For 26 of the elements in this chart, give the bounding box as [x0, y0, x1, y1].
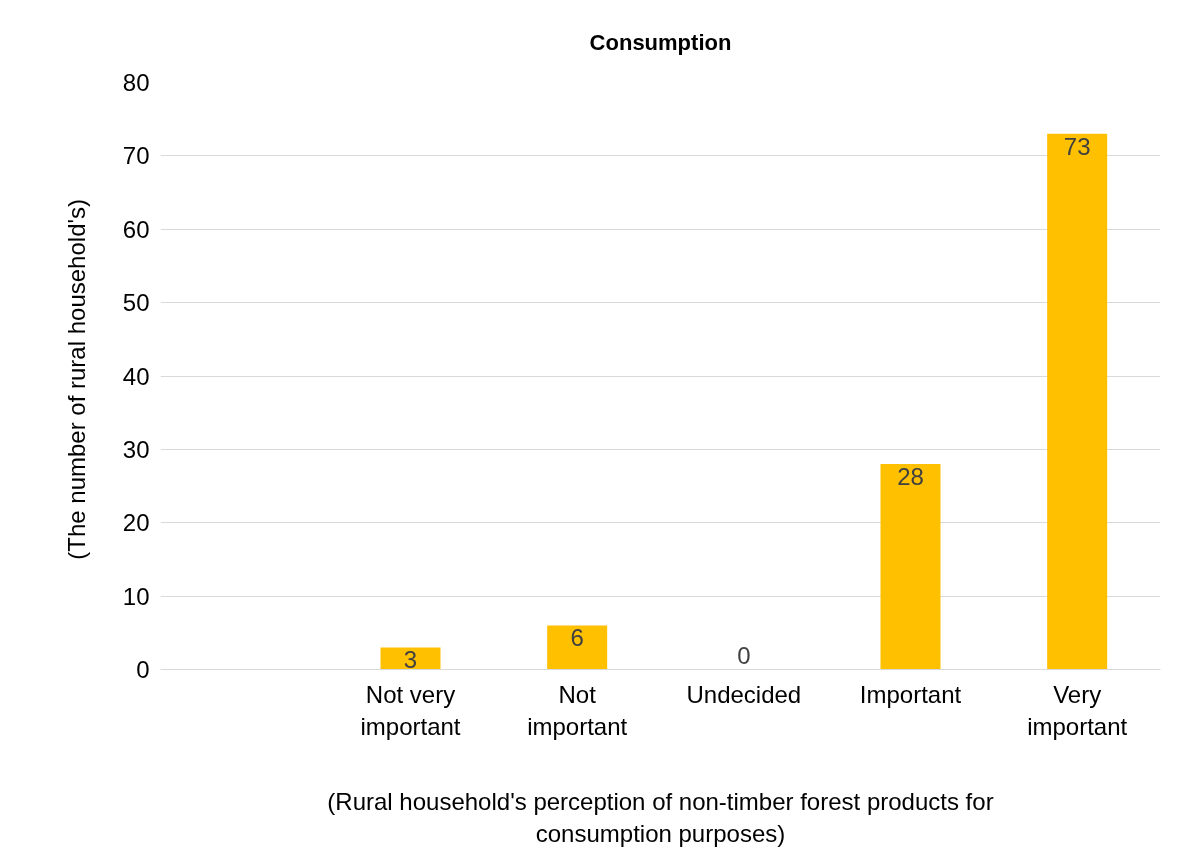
y-tick-label: 0: [136, 656, 150, 683]
x-tick-label: Very important: [1027, 680, 1128, 740]
x-tick-label: Important: [859, 680, 962, 708]
bar: [880, 464, 941, 670]
x-tick-label: Not important: [527, 680, 628, 740]
y-tick-label: 40: [122, 362, 150, 390]
data-label: 3: [403, 646, 418, 674]
y-tick-label: 80: [122, 69, 150, 96]
data-label: 73: [1063, 132, 1091, 160]
y-tick-label: 10: [122, 582, 150, 610]
y-tick-label: 30: [122, 435, 150, 463]
bar: [1047, 133, 1108, 670]
x-axis-title: (Rural household's perception of non-timber forest products for consumption purposes): [327, 787, 994, 848]
data-label: 28: [897, 463, 924, 491]
bar: [380, 647, 441, 670]
y-tick-label: 70: [122, 142, 150, 170]
data-label: 6: [570, 624, 584, 652]
data-label: 0: [737, 641, 751, 669]
chart-title: Consumption: [589, 30, 732, 55]
x-tick-label: Undecided: [686, 680, 802, 708]
y-tick-label: 60: [122, 215, 150, 243]
y-axis-title: (The number of rural household's): [62, 198, 90, 560]
y-tick-label: 20: [122, 509, 150, 537]
y-tick-label: 50: [122, 289, 150, 317]
bar: [547, 625, 608, 670]
x-tick-label: Not very important: [360, 680, 461, 740]
